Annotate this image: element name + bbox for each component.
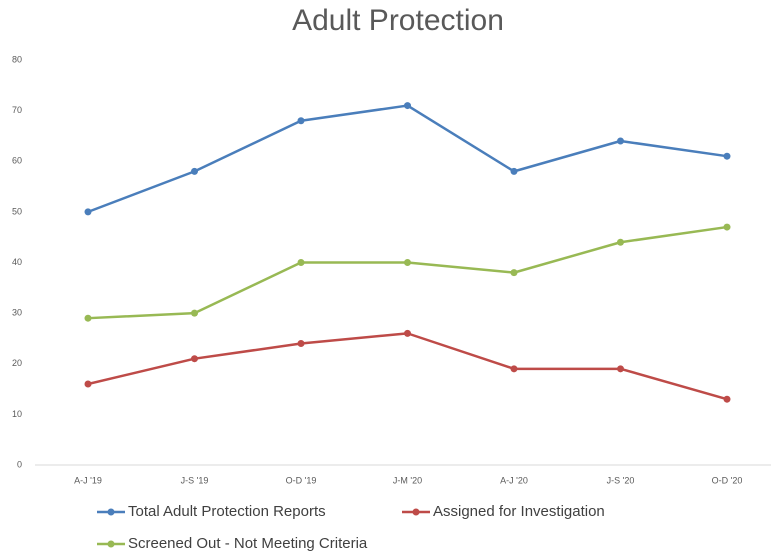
x-tick-label: J-S '20 bbox=[607, 475, 635, 485]
x-tick-label: J-M '20 bbox=[393, 475, 422, 485]
series-line bbox=[87, 104, 728, 214]
y-tick-label: 0 bbox=[17, 459, 22, 469]
data-point bbox=[510, 167, 518, 175]
data-point bbox=[510, 365, 518, 373]
y-tick-label: 20 bbox=[12, 358, 22, 368]
legend-marker bbox=[107, 508, 115, 516]
y-tick-label: 60 bbox=[12, 156, 22, 166]
data-point bbox=[723, 152, 731, 160]
data-point bbox=[404, 259, 411, 266]
data-point bbox=[617, 238, 624, 246]
series-line bbox=[87, 225, 728, 320]
data-point bbox=[297, 117, 305, 125]
legend-marker bbox=[107, 540, 115, 548]
chart-title: Adult Protection bbox=[292, 4, 504, 37]
y-tick-label: 80 bbox=[12, 54, 22, 64]
y-tick-label: 50 bbox=[12, 206, 22, 216]
legend-label: Assigned for Investigation bbox=[433, 503, 605, 520]
data-point bbox=[84, 380, 92, 388]
data-point bbox=[191, 167, 198, 175]
data-point bbox=[723, 395, 731, 403]
y-tick-label: 30 bbox=[12, 308, 22, 318]
data-point bbox=[297, 259, 305, 266]
x-tick-label: O-D '19 bbox=[286, 475, 317, 485]
y-tick-label: 40 bbox=[12, 257, 22, 267]
data-point bbox=[191, 309, 198, 317]
y-tick-label: 70 bbox=[12, 105, 22, 115]
data-point bbox=[617, 365, 624, 373]
data-point bbox=[404, 102, 411, 110]
data-point bbox=[617, 137, 624, 145]
data-point bbox=[510, 269, 518, 277]
data-point bbox=[297, 340, 305, 347]
series-line bbox=[87, 332, 728, 401]
x-tick-label: A-J '19 bbox=[74, 475, 102, 485]
x-tick-label: J-S '19 bbox=[181, 475, 209, 485]
x-tick-label: O-D '20 bbox=[712, 475, 743, 485]
y-tick-label: 10 bbox=[12, 409, 22, 419]
legend-label: Screened Out - Not Meeting Criteria bbox=[128, 535, 368, 552]
data-point bbox=[84, 208, 92, 216]
legend-marker bbox=[412, 508, 420, 516]
data-point bbox=[84, 314, 92, 322]
legend-label: Total Adult Protection Reports bbox=[128, 503, 326, 520]
data-point bbox=[191, 355, 198, 363]
data-point bbox=[404, 329, 411, 337]
x-tick-label: A-J '20 bbox=[500, 475, 528, 485]
data-point bbox=[723, 223, 731, 231]
